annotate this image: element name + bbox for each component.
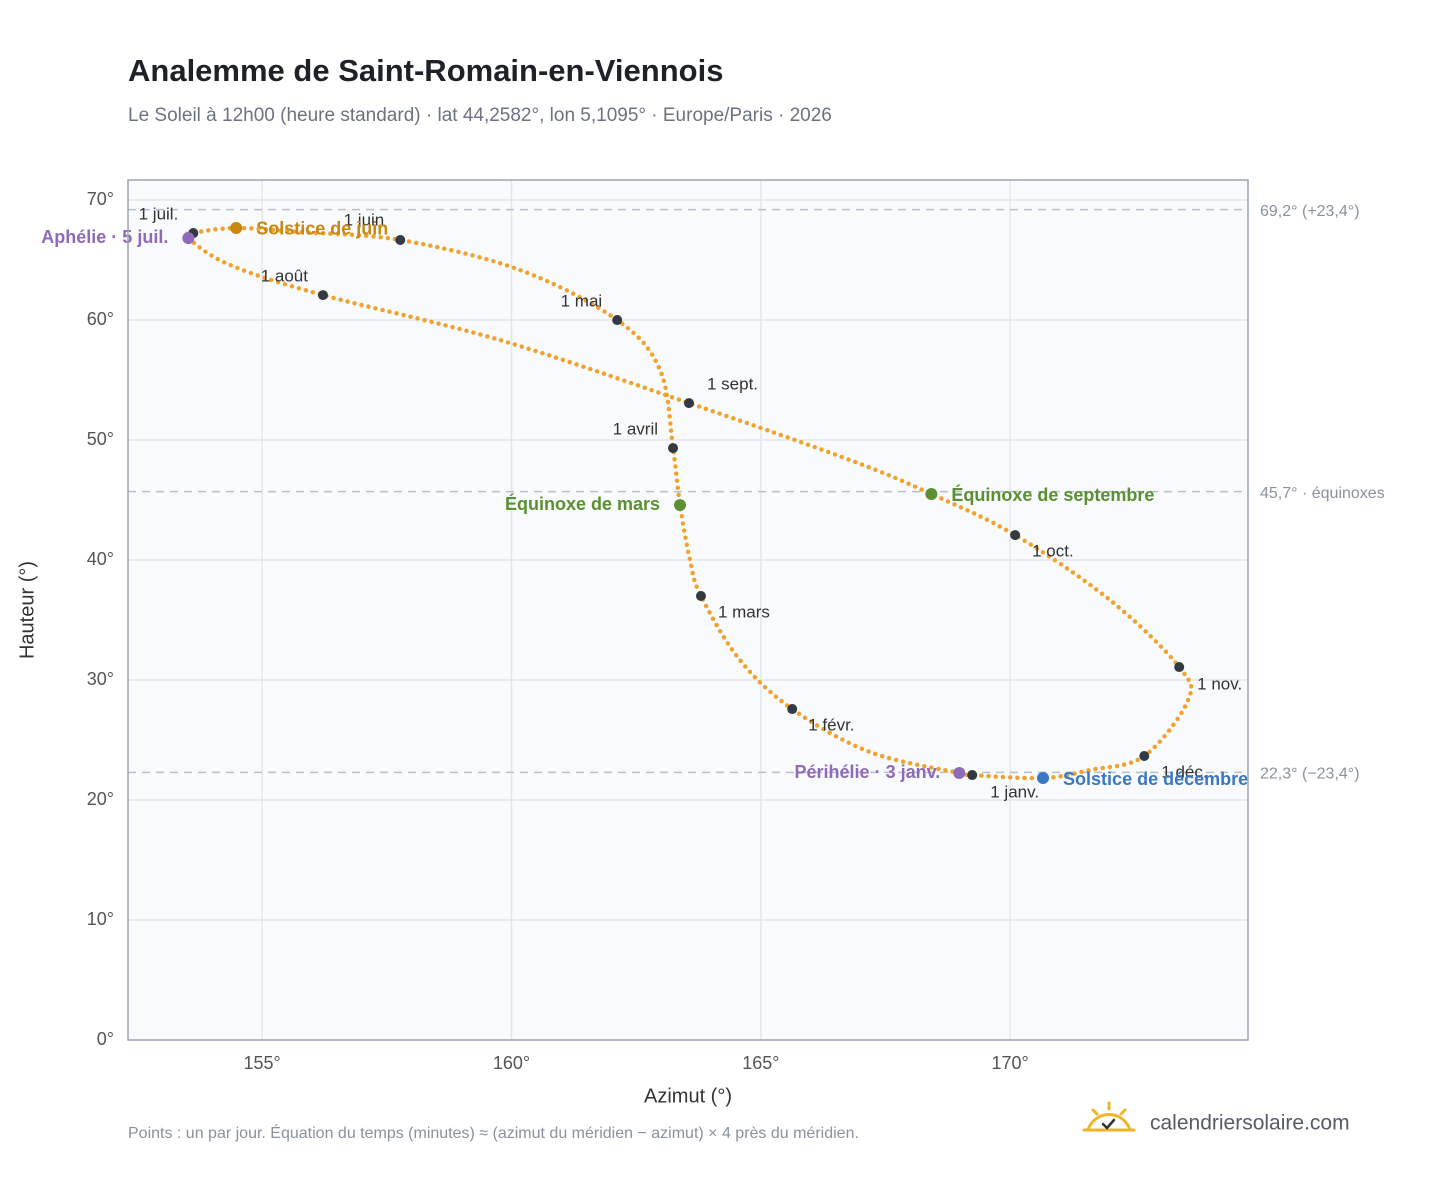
month-label: 1 mai	[561, 292, 603, 311]
y-tick-label: 50°	[87, 429, 114, 449]
y-tick-label: 20°	[87, 789, 114, 809]
chart-subtitle: Le Soleil à 12h00 (heure standard) · lat…	[128, 105, 832, 126]
y-tick-label: 40°	[87, 549, 114, 569]
month-marker	[787, 704, 798, 715]
month-label: 1 févr.	[808, 716, 854, 735]
month-marker	[668, 443, 679, 454]
plot-area	[128, 180, 1248, 1040]
x-tick-label: 165°	[742, 1053, 779, 1073]
footnote: Points : un par jour. Équation du temps …	[128, 1123, 859, 1142]
month-label: 1 juin	[344, 210, 385, 229]
month-label: 1 oct.	[1032, 542, 1074, 561]
event-marker	[925, 488, 938, 501]
month-marker	[395, 234, 406, 245]
brand-logo	[1082, 1101, 1136, 1132]
event-label: Périhélie · 3 janv.	[795, 762, 941, 782]
x-tick-label: 155°	[244, 1053, 281, 1073]
event-label: Équinoxe de septembre	[951, 484, 1154, 505]
event-marker	[230, 221, 243, 234]
month-marker	[317, 290, 328, 301]
event-label: Solstice de juin	[256, 219, 388, 239]
marks: 1 janv. 1 févr. 1 mars 1 avril 1 mai 1 juin 1 …	[41, 205, 1248, 802]
y-tick-label: 60°	[87, 309, 114, 329]
month-marker	[695, 591, 706, 602]
event-label: Aphélie · 5 juil.	[41, 227, 168, 247]
event-label: Équinoxe de mars	[505, 493, 660, 514]
month-label: 1 sept.	[707, 375, 758, 394]
event-marker	[953, 767, 966, 780]
x-axis-label: Azimut (°)	[644, 1085, 732, 1107]
reference-label: 69,2° (+23,4°)	[1260, 203, 1360, 220]
month-label: 1 avril	[613, 420, 658, 439]
month-label: 1 nov.	[1197, 675, 1242, 694]
month-marker	[1010, 530, 1021, 541]
y-tick-label: 0°	[97, 1029, 114, 1049]
event-marker	[1037, 772, 1050, 785]
plot-border	[127, 179, 1249, 1041]
y-axis-label: Hauteur (°)	[16, 561, 38, 659]
brand: calendriersolaire.com	[1150, 1112, 1350, 1135]
event-marker	[674, 499, 687, 512]
event-marker	[182, 232, 195, 245]
y-tick-label: 70°	[87, 189, 114, 209]
reference-label: 45,7° · équinoxes	[1260, 485, 1385, 502]
x-tick-label: 170°	[992, 1053, 1029, 1073]
reference-label: 22,3° (−23,4°)	[1260, 766, 1360, 783]
month-marker	[1174, 662, 1185, 673]
month-marker	[612, 315, 623, 326]
month-label: 1 juil.	[139, 205, 179, 224]
month-label: 1 août	[261, 267, 309, 286]
month-marker	[967, 770, 978, 781]
y-tick-label: 30°	[87, 669, 114, 689]
chart-title: Analemme de Saint-Romain-en-Viennois	[128, 53, 723, 88]
month-marker	[683, 398, 694, 409]
month-label: 1 mars	[718, 603, 770, 622]
event-label: Solstice de décembre	[1063, 769, 1248, 789]
y-tick-label: 10°	[87, 909, 114, 929]
month-label: 1 déc.	[1161, 762, 1207, 781]
month-label: 1 janv.	[990, 783, 1039, 802]
month-marker	[1139, 750, 1150, 761]
x-tick-label: 160°	[493, 1053, 530, 1073]
